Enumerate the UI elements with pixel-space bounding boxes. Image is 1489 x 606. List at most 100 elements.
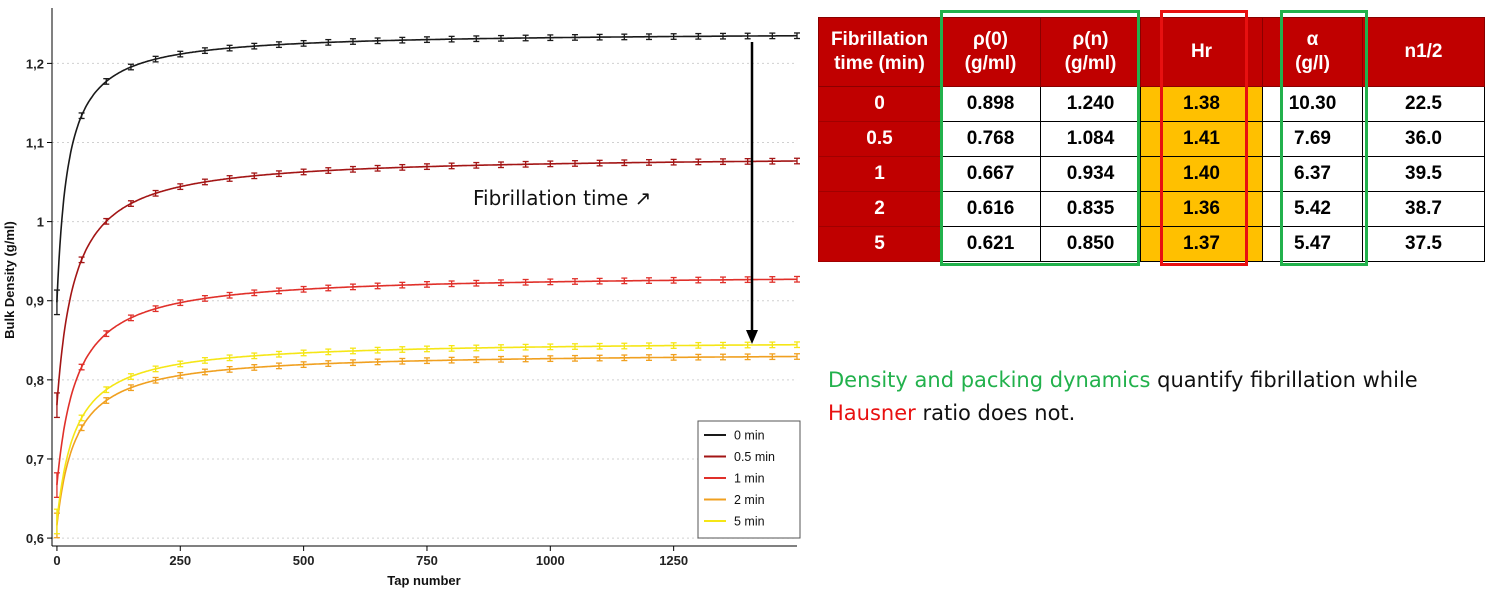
data-point (275, 362, 282, 370)
data-point (571, 354, 578, 362)
data-point (399, 281, 406, 289)
data-point (744, 341, 751, 349)
data-point (473, 35, 480, 43)
data-point (794, 275, 800, 283)
data-point (78, 256, 85, 264)
data-point (621, 342, 628, 350)
x-tick-label: 750 (416, 553, 438, 568)
data-point (399, 36, 406, 44)
header-line: (g/l) (1295, 53, 1330, 74)
data-point (251, 289, 258, 297)
table-cell: 1.084 (1040, 121, 1141, 157)
table-cell: 22.5 (1362, 86, 1485, 122)
data-point (547, 34, 554, 42)
data-point (177, 299, 184, 307)
data-point (473, 279, 480, 287)
data-point (78, 363, 85, 371)
data-point (547, 278, 554, 286)
data-point (201, 368, 208, 376)
table-cell: 0.934 (1040, 156, 1141, 192)
table-cell: 2 (818, 191, 941, 227)
data-point (300, 349, 307, 357)
data-point (744, 353, 751, 361)
legend-label: 5 min (734, 515, 765, 529)
data-point (769, 276, 776, 283)
data-point (423, 345, 430, 353)
header-line: ρ(n) (1072, 29, 1109, 50)
y-tick-label: 0,9 (26, 294, 44, 309)
legend-label: 0.5 min (734, 450, 775, 464)
data-point (251, 172, 258, 180)
header-fibrillation-time: Fibrillation time (min) (818, 17, 941, 87)
data-point (473, 344, 480, 352)
fibrillation-time-annotation: Fibrillation time ↗ (473, 186, 651, 210)
table-row: 1 0.667 0.934 1.40 6.37 39.5 (818, 156, 1485, 192)
data-point (127, 384, 134, 392)
table-cell: 0.5 (818, 121, 941, 157)
data-point (325, 38, 332, 46)
data-point (127, 373, 134, 380)
data-point (621, 354, 628, 362)
data-point (103, 386, 110, 394)
data-point (522, 355, 529, 363)
y-axis-title: Bulk Density (g/ml) (2, 221, 17, 339)
data-point (794, 32, 800, 40)
series-layer (53, 32, 800, 539)
data-point (695, 341, 702, 349)
data-point (473, 356, 480, 364)
data-point (497, 279, 504, 287)
x-tick-label: 1000 (536, 553, 565, 568)
data-point (152, 189, 159, 197)
data-point (399, 163, 406, 171)
data-point (300, 361, 307, 369)
y-tick-label: 1,1 (26, 136, 44, 151)
grid-layer (52, 62, 797, 539)
data-point (769, 32, 776, 40)
data-point (201, 357, 208, 364)
data-point (201, 294, 208, 302)
data-point (127, 200, 134, 207)
hausner-column-highlight-box (1160, 10, 1248, 266)
data-point (645, 342, 652, 350)
data-point (177, 50, 184, 58)
data-point (596, 159, 603, 167)
table-body: 0 0.898 1.240 1.38 10.30 22.5 0.5 0.768 1.084 1.4… (818, 86, 1485, 262)
header-line: Fibrillation (830, 29, 929, 50)
table-cell: 37.5 (1362, 226, 1485, 262)
data-point (300, 168, 307, 176)
data-point (349, 347, 356, 355)
data-point (547, 160, 554, 168)
data-point (423, 163, 430, 171)
data-point (275, 41, 282, 49)
y-tick-label: 0,8 (26, 373, 44, 388)
data-point (226, 175, 233, 182)
data-point (719, 341, 726, 349)
x-axis-title: Tap number (387, 573, 460, 588)
data-point (448, 35, 455, 43)
fibrillation-arrow (746, 42, 758, 344)
data-point (300, 39, 307, 47)
data-point (374, 346, 381, 354)
data-point (645, 159, 652, 166)
y-tick-label: 0,7 (26, 452, 44, 467)
legend-label: 2 min (734, 493, 765, 507)
table-row: 0 0.898 1.240 1.38 10.30 22.5 (818, 86, 1485, 122)
data-point (127, 63, 134, 71)
data-point (670, 33, 677, 40)
data-point (695, 158, 702, 166)
data-point (719, 32, 726, 40)
header-line: (g/ml) (1064, 53, 1117, 74)
table-cell: 1 (818, 156, 941, 192)
data-point (621, 159, 628, 167)
data-point (226, 365, 233, 373)
table-cell: 10.30 (1262, 86, 1363, 122)
table-row: 0.5 0.768 1.084 1.41 7.69 36.0 (818, 121, 1485, 157)
data-point (127, 314, 134, 322)
data-point (670, 158, 677, 166)
legend-label: 1 min (734, 472, 765, 486)
data-point (522, 278, 529, 286)
table-cell: 0 (818, 86, 941, 122)
table-cell: 0.850 (1040, 226, 1141, 262)
data-point (349, 283, 356, 291)
data-point (325, 360, 332, 367)
